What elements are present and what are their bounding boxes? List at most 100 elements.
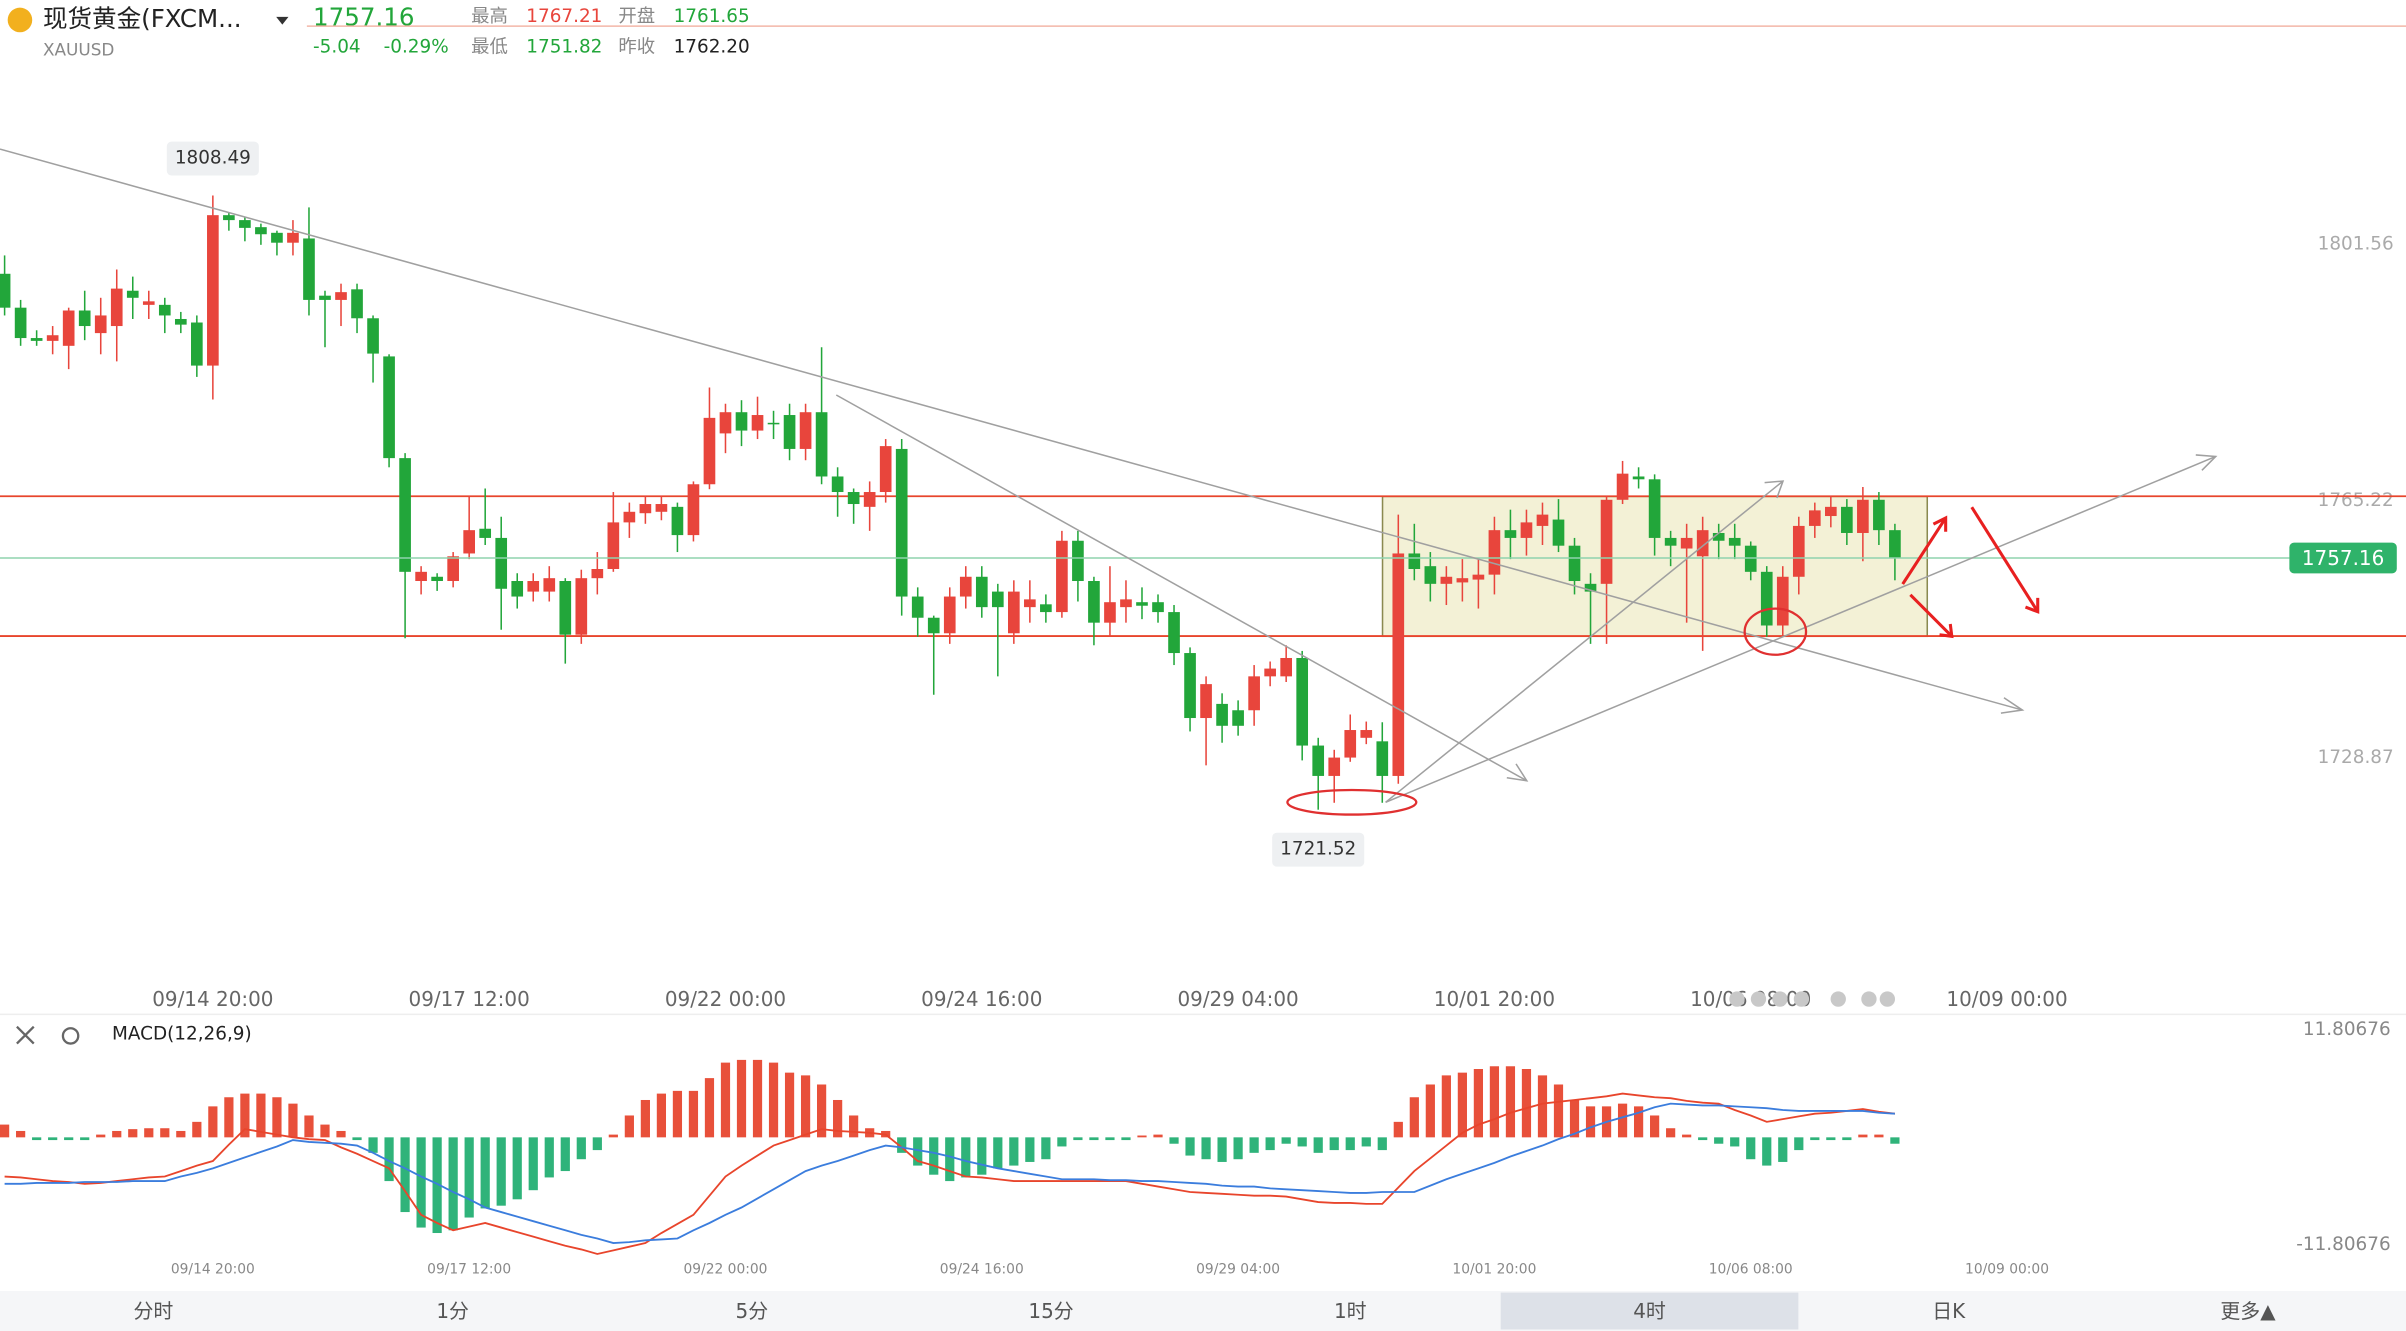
candle-body bbox=[447, 556, 459, 582]
macd-bar bbox=[752, 1059, 763, 1138]
low-label: 1721.52 bbox=[1280, 839, 1356, 860]
candle-body bbox=[1536, 514, 1549, 526]
candle-body bbox=[831, 476, 844, 493]
candle-body bbox=[335, 292, 347, 300]
candle-body bbox=[847, 492, 860, 505]
settings-icon[interactable] bbox=[61, 1027, 80, 1045]
dot[interactable] bbox=[1861, 991, 1877, 1007]
macd-bar bbox=[528, 1137, 538, 1191]
instrument-name[interactable]: 现货黄金(FXCM... bbox=[43, 4, 242, 33]
tab[interactable]: 分时 bbox=[134, 1299, 174, 1323]
candle-body bbox=[1248, 676, 1260, 711]
dot[interactable] bbox=[1750, 991, 1767, 1007]
macd-x-tick-label: 09/22 00:00 bbox=[684, 1262, 768, 1278]
macd-x-tick-label: 09/14 20:00 bbox=[171, 1262, 255, 1278]
circle-mark[interactable] bbox=[1743, 607, 1808, 656]
macd-bar bbox=[1281, 1137, 1291, 1144]
macd-bar bbox=[176, 1130, 186, 1138]
annotations bbox=[0, 148, 2218, 1007]
close-icon[interactable] bbox=[16, 1025, 35, 1045]
candle-body bbox=[1792, 525, 1805, 577]
circle-mark[interactable] bbox=[1286, 788, 1418, 816]
red-arrow[interactable] bbox=[1970, 506, 2040, 613]
macd-bar bbox=[1441, 1075, 1451, 1138]
candle-body bbox=[1216, 703, 1228, 726]
macd-bar bbox=[1489, 1066, 1500, 1138]
macd-bar bbox=[1890, 1137, 1900, 1144]
macd-bar bbox=[768, 1062, 779, 1138]
macd-bar bbox=[1569, 1099, 1580, 1138]
macd-tick-label: 11.80676 bbox=[2303, 1019, 2391, 1040]
macd-bar bbox=[1009, 1137, 1019, 1166]
red-arrow[interactable] bbox=[1901, 517, 1947, 585]
candle-body bbox=[783, 415, 796, 449]
macd-x-tick-label: 10/09 00:00 bbox=[1965, 1262, 2049, 1278]
macd-bar bbox=[224, 1097, 234, 1138]
candle-body bbox=[94, 315, 107, 334]
candle-body bbox=[142, 301, 155, 305]
candle-body bbox=[1744, 545, 1757, 572]
candle-body bbox=[1360, 730, 1373, 738]
macd-bar bbox=[480, 1137, 490, 1209]
macd-bar bbox=[688, 1090, 699, 1138]
tab[interactable]: 日K bbox=[1932, 1299, 1966, 1323]
candle-body bbox=[1104, 602, 1116, 623]
macd-bar bbox=[1377, 1137, 1387, 1151]
dot[interactable] bbox=[1772, 991, 1788, 1007]
dot[interactable] bbox=[1879, 991, 1896, 1007]
trend-line[interactable] bbox=[1385, 480, 1784, 803]
macd-bar bbox=[560, 1137, 570, 1172]
trend-line[interactable] bbox=[835, 394, 1528, 782]
stat-value: 1762.20 bbox=[674, 37, 750, 58]
dot[interactable] bbox=[1793, 991, 1810, 1007]
trend-line[interactable] bbox=[1385, 455, 2217, 803]
dot[interactable] bbox=[1729, 991, 1745, 1007]
candle-body bbox=[319, 295, 331, 300]
candle-body bbox=[431, 576, 443, 582]
candle-body bbox=[975, 576, 988, 608]
candle-body bbox=[639, 504, 652, 514]
macd-bar bbox=[977, 1137, 987, 1175]
candle-body bbox=[223, 215, 235, 221]
candle-body bbox=[943, 596, 956, 634]
tab[interactable]: 1时 bbox=[1334, 1299, 1367, 1323]
macd-bar bbox=[1698, 1137, 1708, 1141]
macd-bar bbox=[64, 1137, 74, 1141]
macd-bar bbox=[256, 1093, 266, 1138]
trend-line[interactable] bbox=[0, 148, 2023, 711]
macd-bar bbox=[816, 1084, 827, 1138]
candle-body bbox=[1632, 476, 1645, 480]
tab[interactable]: 1分 bbox=[436, 1299, 469, 1323]
macd-bar bbox=[400, 1137, 410, 1213]
symbol: XAUUSD bbox=[43, 40, 114, 60]
candle-body bbox=[703, 417, 716, 485]
tab[interactable]: 5分 bbox=[736, 1299, 769, 1323]
macd-bar bbox=[1185, 1137, 1195, 1156]
red-arrow[interactable] bbox=[1909, 593, 1953, 638]
tab[interactable]: 更多▲ bbox=[2220, 1299, 2276, 1323]
macd-bar bbox=[1169, 1137, 1179, 1144]
tab[interactable]: 15分 bbox=[1028, 1299, 1073, 1323]
x-tick-label: 10/01 20:00 bbox=[1434, 987, 1555, 1011]
low-callout bbox=[1272, 832, 1365, 867]
candle-body bbox=[367, 318, 379, 354]
macd-bar bbox=[1217, 1137, 1227, 1162]
candle-body bbox=[1456, 578, 1469, 583]
candle-body bbox=[799, 412, 812, 449]
high-label: 1808.49 bbox=[175, 148, 251, 169]
candle-body bbox=[303, 238, 315, 300]
candle-body bbox=[271, 232, 283, 243]
macd-x-tick-label: 09/24 16:00 bbox=[940, 1262, 1024, 1278]
macd-bar bbox=[1714, 1137, 1724, 1144]
macd-bar bbox=[384, 1137, 394, 1182]
stat-label: 最高 bbox=[471, 6, 508, 27]
dot[interactable] bbox=[1830, 991, 1846, 1007]
x-tick-label: 09/14 20:00 bbox=[152, 987, 273, 1011]
candle-body bbox=[1873, 499, 1885, 531]
macd-bar bbox=[640, 1099, 650, 1138]
dropdown-caret[interactable] bbox=[276, 16, 289, 25]
tab[interactable]: 4时 bbox=[1633, 1299, 1666, 1323]
macd-bar bbox=[1297, 1137, 1307, 1147]
candle-body bbox=[495, 537, 508, 589]
candle-body bbox=[511, 581, 524, 597]
